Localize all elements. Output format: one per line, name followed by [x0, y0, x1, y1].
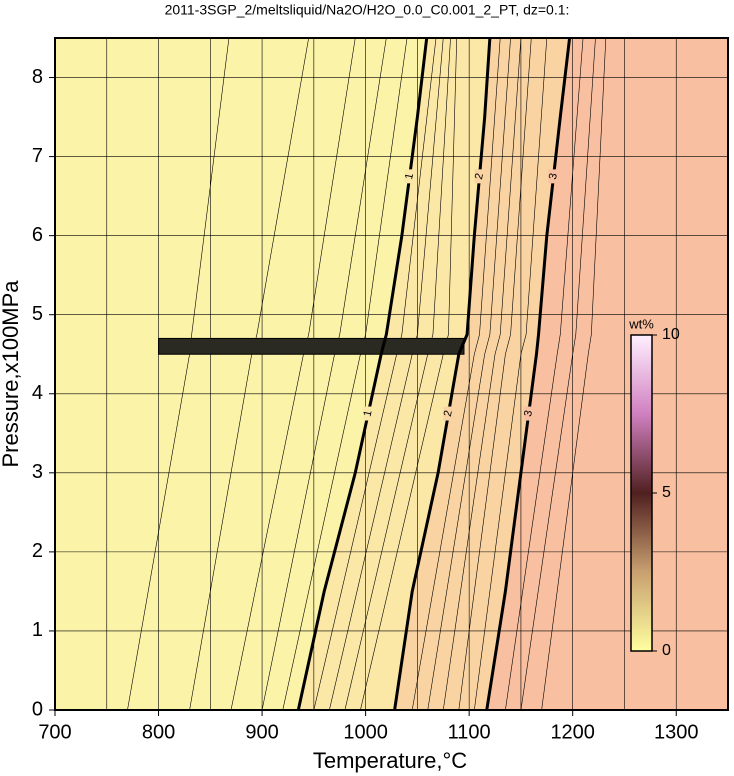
x-tick-label: 1200 [550, 721, 595, 743]
chart-title: 2011-3SGP_2/meltsliquid/Na2O/H2O_0.0_C0.… [165, 2, 570, 18]
x-tick-label: 1100 [448, 721, 491, 743]
contour-label: 1 [403, 172, 416, 180]
thin-contour [442, 38, 522, 710]
x-axis-label: Temperature,°C [313, 748, 467, 773]
thin-contour [458, 38, 532, 710]
contour-region [486, 38, 728, 710]
y-tick-label: 7 [32, 145, 43, 167]
x-tick-label: 700 [38, 721, 71, 743]
contour-label: 2 [473, 172, 486, 180]
y-tick-label: 6 [32, 224, 43, 246]
y-tick-label: 2 [32, 540, 43, 562]
y-tick-label: 8 [32, 66, 43, 88]
colorbar-label: wt% [628, 316, 654, 331]
contour-label-bg [443, 406, 454, 421]
thin-contour [520, 38, 596, 710]
contour-label: 2 [442, 409, 455, 417]
contour-line [485, 38, 572, 710]
y-tick-label: 3 [32, 461, 43, 483]
contour-label: 3 [522, 409, 535, 417]
horizontal-band [158, 337, 465, 355]
contour-label: 3 [547, 172, 560, 180]
contour-label-bg [474, 169, 485, 184]
plot-area: 1 1 2 2 3 3 [55, 38, 728, 710]
contour-label-bg [523, 406, 534, 421]
thin-contour [427, 38, 511, 710]
plot-frame [54, 37, 729, 711]
thin-contour [474, 38, 548, 710]
colorbar-tick-label: 10 [662, 326, 680, 343]
contour-label: 1 [362, 409, 375, 417]
contour-line [393, 38, 492, 710]
contour-label-bg [548, 169, 559, 184]
y-tick-label: 5 [32, 303, 43, 325]
y-tick-label: 0 [32, 698, 43, 720]
contour-label-bg [404, 169, 415, 184]
thin-contour [505, 38, 584, 710]
y-tick-label: 4 [32, 382, 43, 404]
x-tick-label: 1300 [654, 721, 699, 743]
contour-label-bg [363, 406, 374, 421]
thin-contour [541, 38, 607, 710]
x-tick-label: 1000 [343, 721, 388, 743]
contour-line [296, 38, 429, 710]
y-tick-label: 1 [32, 619, 43, 641]
thin-contour [411, 38, 501, 710]
x-tick-label: 900 [245, 721, 278, 743]
x-tick-label: 800 [142, 721, 175, 743]
colorbar-tick-label: 0 [662, 642, 671, 659]
colorbar [630, 334, 653, 652]
colorbar-tick-label: 5 [662, 484, 671, 501]
y-axis-label: Pressure,x100MPa [0, 280, 23, 468]
